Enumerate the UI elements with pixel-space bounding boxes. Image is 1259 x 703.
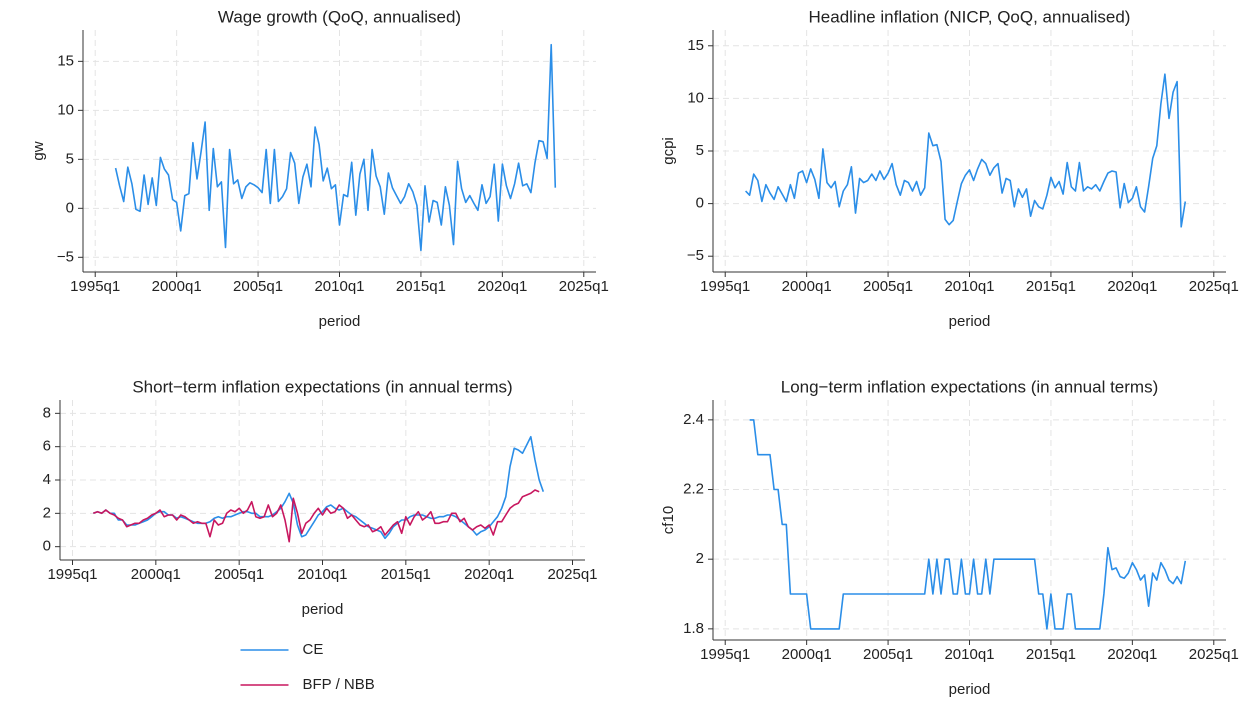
y-tick-label: −5 xyxy=(57,248,74,265)
x-axis-title: period xyxy=(319,313,361,330)
y-tick-label: 4 xyxy=(43,471,51,488)
y-tick-label: −5 xyxy=(687,247,704,264)
x-tick-label: 1995q1 xyxy=(700,646,750,663)
x-tick-label: 2010q1 xyxy=(314,278,364,295)
y-tick-label: 0 xyxy=(66,199,74,216)
x-tick-label: 2010q1 xyxy=(297,566,347,583)
x-tick-label: 2025q1 xyxy=(1189,646,1239,663)
series-line xyxy=(745,73,1187,228)
chart-title: Headline inflation (NICP, QoQ, annualise… xyxy=(809,7,1131,26)
y-tick-label: 15 xyxy=(57,52,74,69)
y-tick-label: 8 xyxy=(43,404,51,421)
x-tick-label: 1995q1 xyxy=(70,278,120,295)
y-tick-label: 15 xyxy=(687,37,704,54)
x-tick-label: 2015q1 xyxy=(396,278,446,295)
y-tick-label: 5 xyxy=(696,142,704,159)
x-tick-label: 2025q1 xyxy=(1189,278,1239,295)
x-tick-label: 2015q1 xyxy=(1026,646,1076,663)
x-tick-label: 2020q1 xyxy=(1107,278,1157,295)
x-tick-label: 2025q1 xyxy=(547,566,597,583)
y-tick-label: 6 xyxy=(43,438,51,455)
x-tick-label: 1995q1 xyxy=(47,566,97,583)
x-axis-title: period xyxy=(949,681,991,698)
y-tick-label: 2 xyxy=(43,504,51,521)
x-tick-label: 2010q1 xyxy=(944,646,994,663)
x-tick-label: 2005q1 xyxy=(863,278,913,295)
y-axis-title: gcpi xyxy=(660,137,677,165)
y-tick-label: 5 xyxy=(66,150,74,167)
x-tick-label: 2020q1 xyxy=(464,566,514,583)
y-tick-label: 0 xyxy=(696,195,704,212)
legend-label: CE xyxy=(303,641,324,658)
x-tick-label: 2020q1 xyxy=(1107,646,1157,663)
x-axis-title: period xyxy=(302,601,344,618)
x-tick-label: 2015q1 xyxy=(381,566,431,583)
y-axis-title: cf10 xyxy=(660,506,677,534)
x-tick-label: 1995q1 xyxy=(700,278,750,295)
legend-label: BFP / NBB xyxy=(303,676,375,693)
x-tick-label: 2005q1 xyxy=(233,278,283,295)
x-tick-label: 2000q1 xyxy=(782,278,832,295)
series-line xyxy=(114,43,557,252)
chart-title: Short−term inflation expectations (in an… xyxy=(132,377,512,396)
x-tick-label: 2015q1 xyxy=(1026,278,1076,295)
series-line xyxy=(749,419,1187,630)
y-tick-label: 2.2 xyxy=(683,480,704,497)
y-axis-title: gw xyxy=(30,141,47,160)
x-tick-label: 2000q1 xyxy=(152,278,202,295)
x-tick-label: 2025q1 xyxy=(559,278,609,295)
y-tick-label: 1.8 xyxy=(683,620,704,637)
series-line xyxy=(93,435,545,540)
x-tick-label: 2010q1 xyxy=(944,278,994,295)
y-tick-label: 10 xyxy=(57,101,74,118)
x-tick-label: 2005q1 xyxy=(214,566,264,583)
series-line xyxy=(93,489,540,543)
y-tick-label: 0 xyxy=(43,538,51,555)
chart-title: Long−term inflation expectations (in ann… xyxy=(781,377,1159,396)
x-tick-label: 2005q1 xyxy=(863,646,913,663)
y-tick-label: 10 xyxy=(687,89,704,106)
x-axis-title: period xyxy=(949,313,991,330)
chart-title: Wage growth (QoQ, annualised) xyxy=(218,7,461,26)
x-tick-label: 2000q1 xyxy=(131,566,181,583)
x-tick-label: 2000q1 xyxy=(782,646,832,663)
x-tick-label: 2020q1 xyxy=(477,278,527,295)
y-tick-label: 2 xyxy=(696,550,704,567)
y-tick-label: 2.4 xyxy=(683,411,704,428)
